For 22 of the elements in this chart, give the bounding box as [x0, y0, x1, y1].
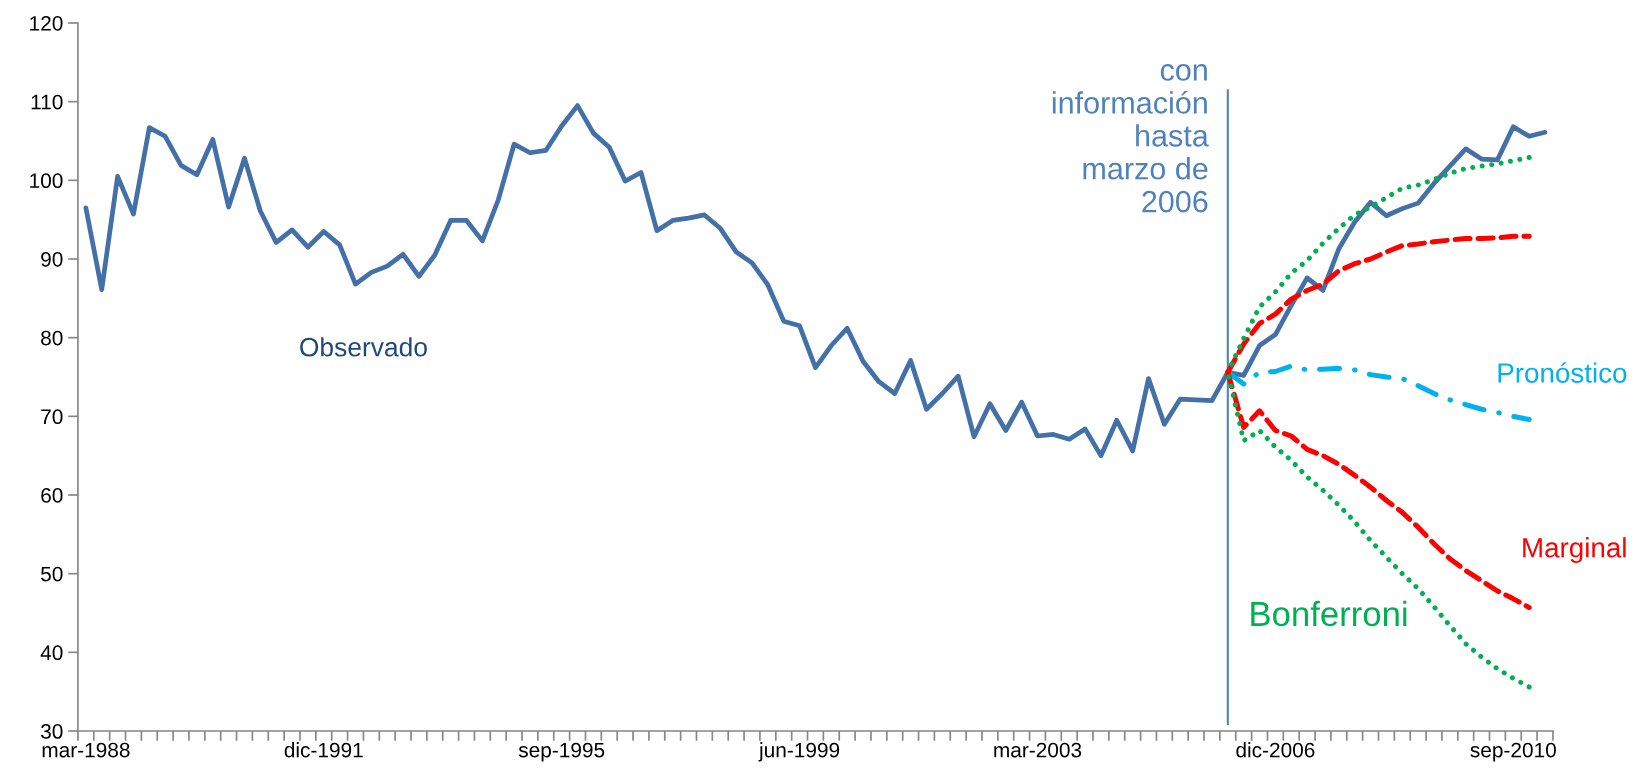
x-tick-label: sep-1995	[518, 742, 605, 762]
x-tick-label: sep-2010	[1470, 742, 1556, 762]
x-tick-label: mar-2003	[994, 742, 1082, 758]
series-label: Marginal	[1523, 537, 1626, 564]
y-tick-label: 40	[40, 645, 63, 661]
y-tick-label: 60	[41, 488, 63, 503]
y-tick-label: 80	[41, 330, 63, 346]
series-label: Pronóstico	[1498, 362, 1627, 383]
y-tick-label: 110	[31, 94, 63, 110]
y-tick-label: 100	[30, 173, 63, 189]
y-tick-label: 120	[30, 15, 63, 31]
x-tick-label: dic-2006	[1236, 742, 1315, 758]
y-tick-label: 50	[41, 566, 63, 582]
series-label: Bonferroni	[1251, 600, 1407, 627]
y-tick-label: 30	[40, 724, 63, 739]
text: Observado	[300, 337, 427, 357]
annotation: con información hasta marzo de 2006	[1052, 64, 1209, 213]
x-tick-label: mar-1988	[42, 742, 130, 758]
y-tick-label: 90	[41, 251, 63, 267]
y-tick-label: 70	[41, 409, 63, 425]
x-tick-label: jun-1999	[758, 742, 840, 762]
x-tick-label: dic-1991	[284, 742, 363, 758]
